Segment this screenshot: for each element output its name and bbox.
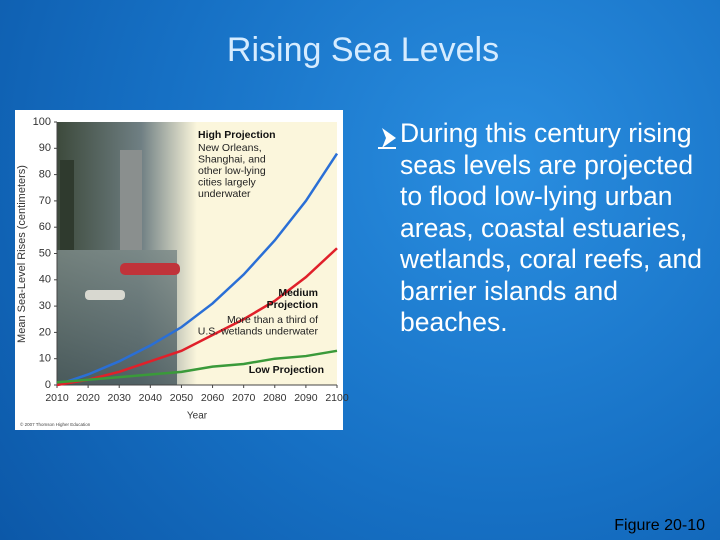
y-tick-label: 50 bbox=[39, 247, 51, 259]
x-tick-label: 2100 bbox=[325, 392, 349, 404]
x-tick-label: 2050 bbox=[170, 392, 194, 404]
y-tick-label: 60 bbox=[39, 221, 51, 233]
annotation: cities largely bbox=[198, 176, 257, 188]
figure-caption: Figure 20-10 bbox=[614, 517, 705, 534]
x-tick-label: 2040 bbox=[139, 392, 163, 404]
bullet-text: During this century rising seas levels a… bbox=[400, 118, 702, 337]
annotation: Shanghai, and bbox=[198, 153, 266, 165]
x-tick-label: 2030 bbox=[108, 392, 132, 404]
series-line bbox=[56, 152, 339, 387]
bullet-arrow bbox=[382, 128, 396, 148]
x-tick-label: 2090 bbox=[294, 392, 318, 404]
y-tick-label: 80 bbox=[39, 169, 51, 181]
y-tick-label: 70 bbox=[39, 195, 51, 207]
photo-tree bbox=[60, 160, 74, 250]
x-tick-label: 2010 bbox=[45, 392, 69, 404]
y-axis-label: Mean Sea-Level Rises (centimeters) bbox=[16, 165, 28, 343]
annotation: other low-lying bbox=[198, 165, 266, 177]
series-label: Medium Projection bbox=[267, 287, 318, 311]
series-line bbox=[56, 349, 338, 384]
x-tick-label: 2070 bbox=[232, 392, 256, 404]
x-axis-label: Year bbox=[187, 411, 208, 422]
y-tick-label: 20 bbox=[39, 326, 51, 338]
annotation: More than a third of bbox=[227, 314, 318, 326]
series-line bbox=[56, 247, 338, 387]
annotation: U.S. wetlands underwater bbox=[198, 325, 319, 337]
y-tick-label: 90 bbox=[39, 142, 51, 154]
x-tick-label: 2080 bbox=[263, 392, 287, 404]
x-tick-label: 2020 bbox=[76, 392, 100, 404]
slide-title: Rising Sea Levels bbox=[227, 31, 499, 69]
credit: © 2007 Thomson Higher Education bbox=[20, 421, 91, 427]
photo-building bbox=[120, 150, 142, 250]
x-tick-label: 2060 bbox=[201, 392, 225, 404]
y-tick-label: 40 bbox=[39, 274, 51, 286]
series-label: High Projection bbox=[198, 129, 276, 141]
series-label: Low Projection bbox=[249, 364, 324, 376]
annotation: underwater bbox=[198, 188, 251, 200]
photo-car bbox=[85, 290, 125, 300]
y-tick-label: 100 bbox=[33, 116, 51, 128]
photo-car bbox=[120, 263, 180, 275]
annotation: New Orleans, bbox=[198, 142, 262, 154]
y-tick-label: 10 bbox=[39, 353, 51, 365]
y-tick-label: 0 bbox=[45, 379, 51, 391]
y-tick-label: 30 bbox=[39, 300, 51, 312]
